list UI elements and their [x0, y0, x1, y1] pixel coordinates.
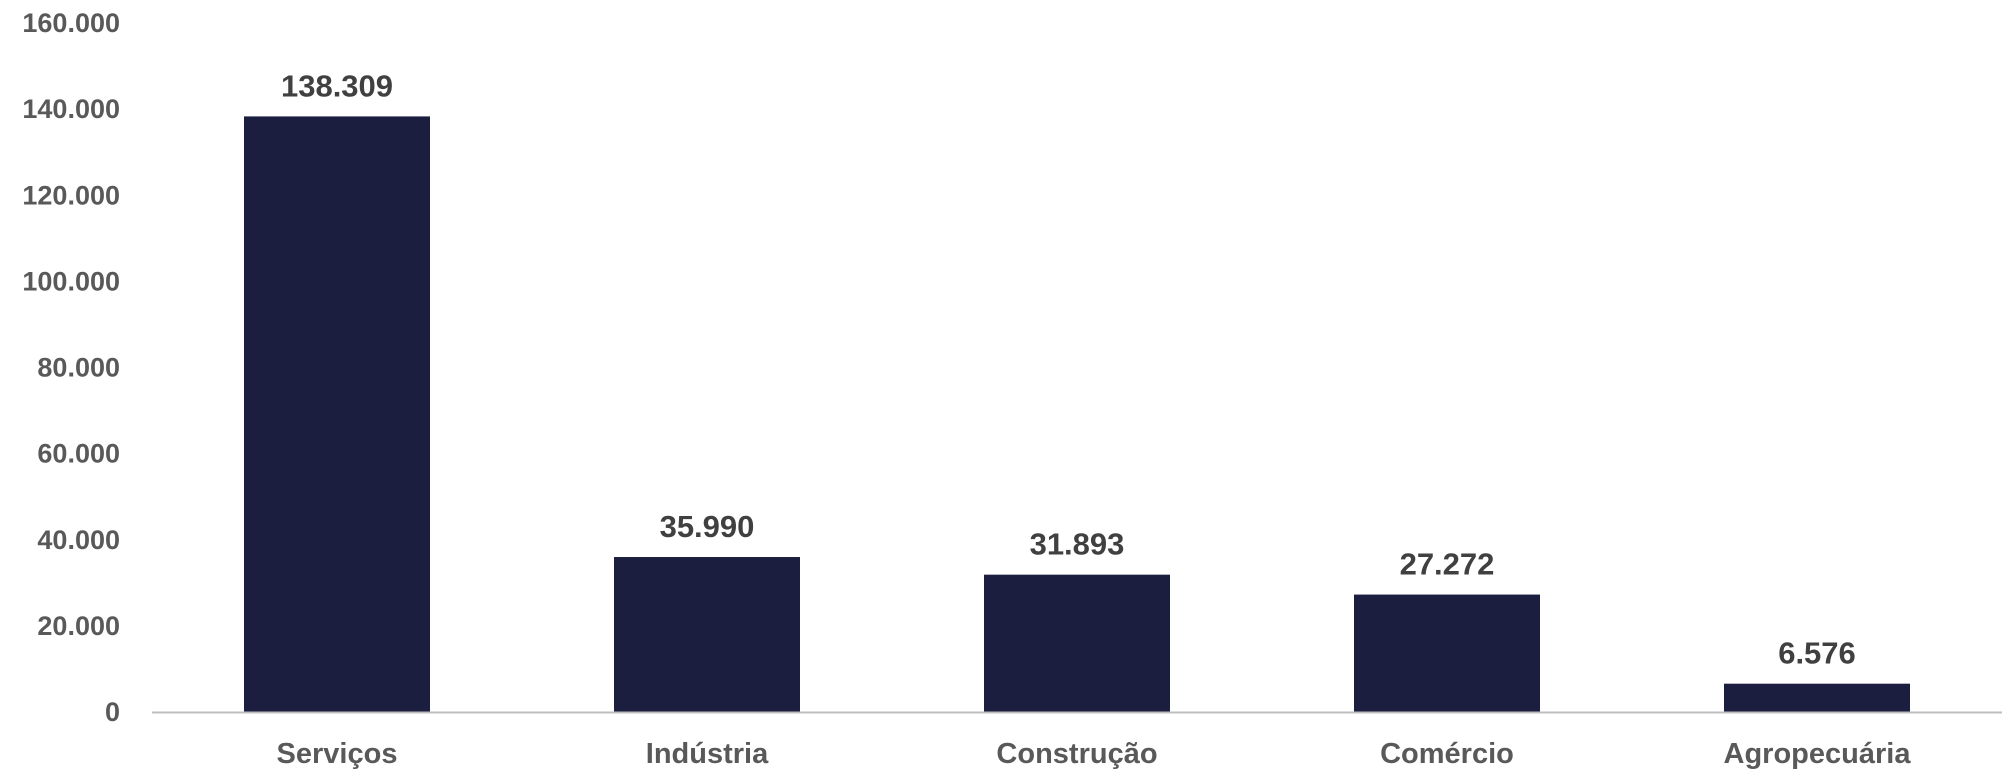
y-tick-label: 0 — [105, 697, 120, 727]
data-labels: 138.309 35.990 31.893 27.272 6.576 — [281, 68, 1856, 670]
category-label: Agropecuária — [1724, 738, 1912, 770]
y-tick-label: 160.000 — [22, 8, 120, 38]
data-label: 31.893 — [1030, 527, 1125, 562]
bar — [1724, 683, 1910, 712]
y-tick-label: 120.000 — [22, 180, 120, 210]
data-label: 6.576 — [1778, 636, 1856, 671]
category-labels: Serviços Indústria Construção Comércio Agrop… — [277, 738, 1912, 770]
bar — [984, 574, 1170, 712]
bars — [244, 116, 1910, 713]
y-tick-label: 20.000 — [37, 611, 120, 641]
category-label: Indústria — [646, 738, 769, 770]
bar — [1354, 594, 1540, 712]
y-tick-label: 40.000 — [37, 525, 120, 555]
bar — [614, 557, 800, 712]
data-label: 138.309 — [281, 68, 393, 103]
y-tick-label: 140.000 — [22, 94, 120, 124]
y-tick-label: 60.000 — [37, 439, 120, 469]
data-label: 27.272 — [1400, 547, 1495, 582]
y-tick-label: 80.000 — [37, 353, 120, 383]
bar — [244, 116, 430, 713]
y-tick-label: 100.000 — [22, 266, 120, 296]
y-axis-ticks: 0 20.000 40.000 60.000 80.000 100.000 120.000 1… — [22, 8, 120, 727]
data-label: 35.990 — [660, 509, 755, 544]
category-label: Comércio — [1380, 738, 1514, 770]
category-label: Serviços — [277, 738, 398, 770]
category-label: Construção — [996, 738, 1157, 770]
